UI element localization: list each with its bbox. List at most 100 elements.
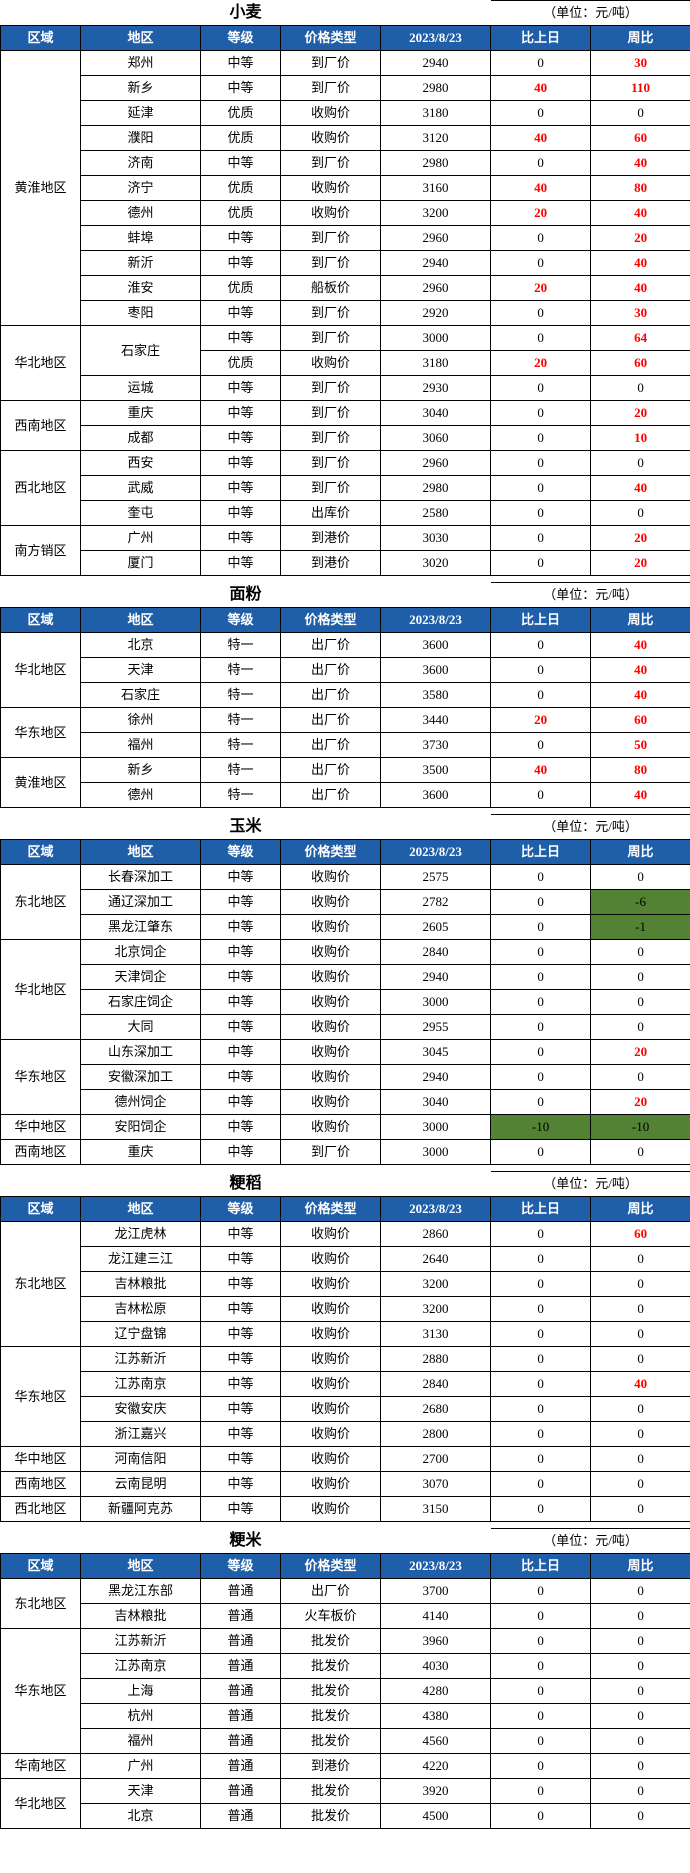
day-change-cell: 0 <box>491 151 591 176</box>
grade-cell: 特一 <box>201 733 281 758</box>
day-change-cell: 40 <box>491 126 591 151</box>
grade-cell: 中等 <box>201 1222 281 1247</box>
price-table: 粳稻（单位：元/吨）区域地区等级价格类型2023/8/23比上日周比东北地区龙江… <box>0 1171 690 1522</box>
day-change-cell: 0 <box>491 1729 591 1754</box>
city-cell: 吉林粮批 <box>81 1272 201 1297</box>
city-cell: 杭州 <box>81 1704 201 1729</box>
week-change-cell: 30 <box>591 51 690 76</box>
grade-cell: 普通 <box>201 1804 281 1829</box>
price-cell: 2960 <box>381 451 491 476</box>
ptype-cell: 到港价 <box>281 551 381 576</box>
city-cell: 濮阳 <box>81 126 201 151</box>
grade-cell: 中等 <box>201 1015 281 1040</box>
price-cell: 4500 <box>381 1804 491 1829</box>
grade-cell: 中等 <box>201 476 281 501</box>
grade-cell: 中等 <box>201 251 281 276</box>
day-change-cell: 0 <box>491 451 591 476</box>
ptype-cell: 收购价 <box>281 1297 381 1322</box>
grade-cell: 中等 <box>201 426 281 451</box>
city-cell: 石家庄饲企 <box>81 990 201 1015</box>
grade-cell: 中等 <box>201 301 281 326</box>
column-header: 比上日 <box>491 608 591 633</box>
city-cell: 北京 <box>81 633 201 658</box>
city-cell: 黑龙江肇东 <box>81 915 201 940</box>
grade-cell: 中等 <box>201 1065 281 1090</box>
day-change-cell: 0 <box>491 1090 591 1115</box>
week-change-cell: 40 <box>591 633 690 658</box>
table-row: 华东地区徐州特一出厂价34402060 <box>1 708 690 733</box>
city-cell: 石家庄 <box>81 326 201 376</box>
ptype-cell: 收购价 <box>281 1272 381 1297</box>
price-cell: 2980 <box>381 476 491 501</box>
ptype-cell: 出厂价 <box>281 683 381 708</box>
grade-cell: 中等 <box>201 1272 281 1297</box>
price-cell: 4380 <box>381 1704 491 1729</box>
table-row: 淮安优质船板价29602040 <box>1 276 690 301</box>
price-table: 粳米（单位：元/吨）区域地区等级价格类型2023/8/23比上日周比东北地区黑龙… <box>0 1528 690 1829</box>
day-change-cell: 0 <box>491 1629 591 1654</box>
ptype-cell: 到厂价 <box>281 476 381 501</box>
price-cell: 2840 <box>381 940 491 965</box>
week-change-cell: 0 <box>591 990 690 1015</box>
week-change-cell: 40 <box>591 783 690 808</box>
day-change-cell: 0 <box>491 226 591 251</box>
ptype-cell: 到厂价 <box>281 376 381 401</box>
city-cell: 郑州 <box>81 51 201 76</box>
ptype-cell: 到港价 <box>281 1754 381 1779</box>
ptype-cell: 到厂价 <box>281 326 381 351</box>
week-change-cell: 80 <box>591 758 690 783</box>
region-cell: 华中地区 <box>1 1447 81 1472</box>
price-cell: 2940 <box>381 51 491 76</box>
table-row: 成都中等到厂价3060010 <box>1 426 690 451</box>
ptype-cell: 出厂价 <box>281 633 381 658</box>
city-cell: 新乡 <box>81 758 201 783</box>
week-change-cell: 20 <box>591 401 690 426</box>
price-cell: 4140 <box>381 1604 491 1629</box>
region-cell: 黄淮地区 <box>1 758 81 808</box>
ptype-cell: 到厂价 <box>281 301 381 326</box>
price-cell: 3200 <box>381 201 491 226</box>
table-title: 面粉 <box>1 583 491 608</box>
day-change-cell: 0 <box>491 1604 591 1629</box>
ptype-cell: 出厂价 <box>281 758 381 783</box>
ptype-cell: 收购价 <box>281 865 381 890</box>
city-cell: 安徽深加工 <box>81 1065 201 1090</box>
price-cell: 2880 <box>381 1347 491 1372</box>
price-cell: 2580 <box>381 501 491 526</box>
grade-cell: 中等 <box>201 990 281 1015</box>
week-change-cell: 0 <box>591 1704 690 1729</box>
unit-label: （单位：元/吨） <box>491 583 690 608</box>
column-header: 区域 <box>1 1554 81 1579</box>
price-cell: 3440 <box>381 708 491 733</box>
grade-cell: 优质 <box>201 126 281 151</box>
table-row: 南方销区广州中等到港价3030020 <box>1 526 690 551</box>
ptype-cell: 到厂价 <box>281 426 381 451</box>
table-row: 龙江建三江中等收购价264000 <box>1 1247 690 1272</box>
price-cell: 3020 <box>381 551 491 576</box>
grade-cell: 中等 <box>201 1247 281 1272</box>
ptype-cell: 批发价 <box>281 1729 381 1754</box>
table-row: 安徽安庆中等收购价268000 <box>1 1397 690 1422</box>
week-change-cell: 40 <box>591 476 690 501</box>
column-header: 区域 <box>1 608 81 633</box>
grade-cell: 中等 <box>201 890 281 915</box>
table-row: 西南地区重庆中等到厂价3040020 <box>1 401 690 426</box>
price-cell: 2980 <box>381 76 491 101</box>
price-cell: 2980 <box>381 151 491 176</box>
grade-cell: 普通 <box>201 1604 281 1629</box>
week-change-cell: 60 <box>591 351 690 376</box>
city-cell: 运城 <box>81 376 201 401</box>
grade-cell: 中等 <box>201 326 281 351</box>
day-change-cell: 0 <box>491 1015 591 1040</box>
region-cell: 华南地区 <box>1 1754 81 1779</box>
day-change-cell: 0 <box>491 301 591 326</box>
ptype-cell: 到厂价 <box>281 76 381 101</box>
price-cell: 3040 <box>381 1090 491 1115</box>
price-cell: 2940 <box>381 1065 491 1090</box>
price-cell: 2960 <box>381 276 491 301</box>
day-change-cell: 0 <box>491 1397 591 1422</box>
city-cell: 长春深加工 <box>81 865 201 890</box>
column-header: 2023/8/23 <box>381 840 491 865</box>
grade-cell: 普通 <box>201 1729 281 1754</box>
price-cell: 2700 <box>381 1447 491 1472</box>
